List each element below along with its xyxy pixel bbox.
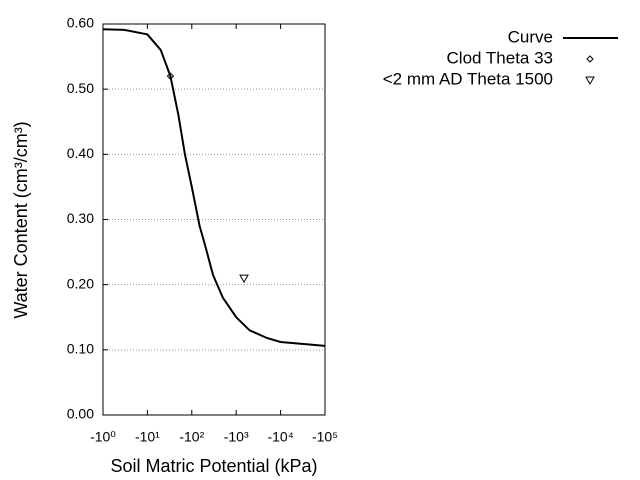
legend-label: Curve [508,27,553,46]
data-point [239,274,249,284]
x-tick-label: -10¹ [135,429,160,445]
x-tick-label: -10³ [224,429,249,445]
x-tick-label: -10⁴ [267,429,293,445]
legend-label: <2 mm AD Theta 1500 [383,69,553,88]
y-tick-label: 0.50 [67,80,94,96]
y-axis-title: Water Content (cm³/cm³) [11,121,31,318]
y-tick-label: 0.40 [67,145,94,161]
curve [102,28,326,347]
y-tick-label: 0.10 [67,341,94,357]
y-tick-label: 0.30 [67,210,94,226]
x-axis-title: Soil Matric Potential (kPa) [110,456,317,476]
x-tick-label: -10² [179,429,204,445]
data-point [166,72,175,80]
y-tick-label: 0.20 [67,275,94,291]
y-tick-label: 0.60 [67,15,94,31]
legend-label: Clod Theta 33 [447,48,553,67]
plot-frame [102,23,326,416]
legend-swatch [585,76,595,86]
x-tick-label: -10⁰ [90,429,116,445]
legend-swatch [586,55,594,63]
x-tick-label: -10⁵ [312,429,338,445]
y-tick-label: 0.00 [67,406,94,422]
